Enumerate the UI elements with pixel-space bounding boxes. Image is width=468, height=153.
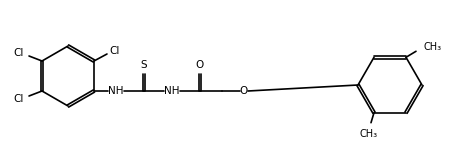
Text: O: O <box>196 60 204 70</box>
Text: O: O <box>240 86 248 96</box>
Text: Cl: Cl <box>110 46 120 56</box>
Text: Cl: Cl <box>14 94 24 104</box>
Text: S: S <box>141 60 147 70</box>
Text: Cl: Cl <box>14 48 24 58</box>
Text: CH₃: CH₃ <box>424 42 442 52</box>
Text: CH₃: CH₃ <box>360 129 378 139</box>
Text: NH: NH <box>108 86 124 96</box>
Text: NH: NH <box>164 86 180 96</box>
